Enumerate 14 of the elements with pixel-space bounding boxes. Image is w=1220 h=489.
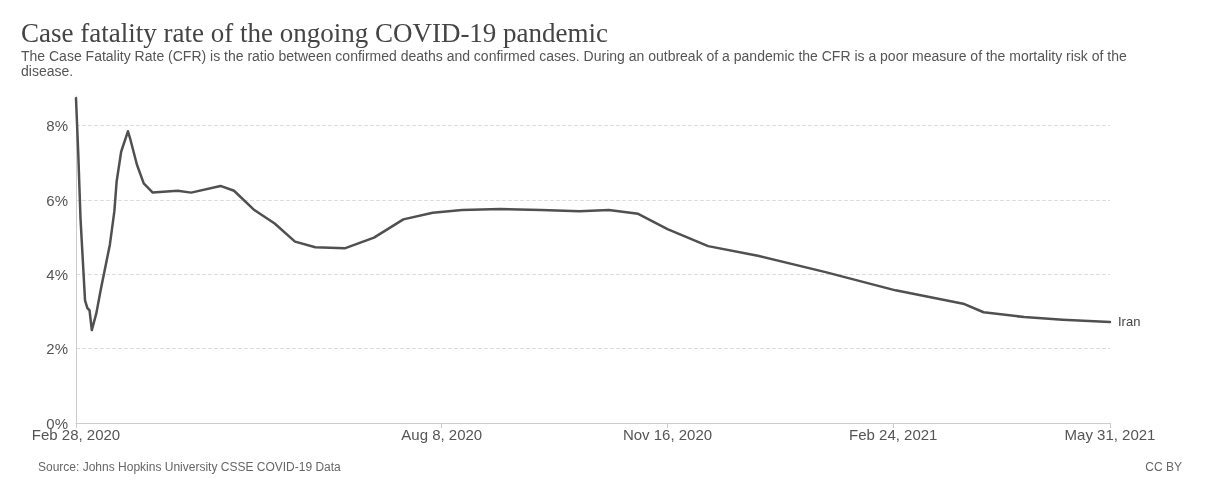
y-tick-label: 8%	[46, 117, 68, 135]
y-tick-label: 6%	[46, 191, 68, 209]
x-tick-label: May 31, 2021	[1064, 426, 1156, 443]
x-tick-label: Nov 16, 2020	[622, 426, 713, 443]
y-tick-label: 2%	[46, 340, 68, 358]
source-note: Source: Johns Hopkins University CSSE COVID-19 Data	[38, 460, 342, 474]
x-tick-label: Feb 24, 2021	[849, 426, 938, 443]
text: CC BY	[1145, 460, 1183, 474]
chart-title: Case fatality rate of the ongoing COVID-19 pandemic	[21, 17, 609, 48]
x-tick-label: Aug 8, 2020	[401, 426, 483, 443]
chart-subtitle: The Case Fatality Rate (CFR) is the ratio between confirmed deaths and confirmed cases. During an outbreak of a pandemic the CFR is a poor measure of the mortality risk of the disease.	[21, 47, 1131, 79]
y-tick-label: 4%	[46, 265, 68, 283]
line-series	[74, 96, 1112, 332]
series-label: Iran	[1118, 314, 1141, 330]
